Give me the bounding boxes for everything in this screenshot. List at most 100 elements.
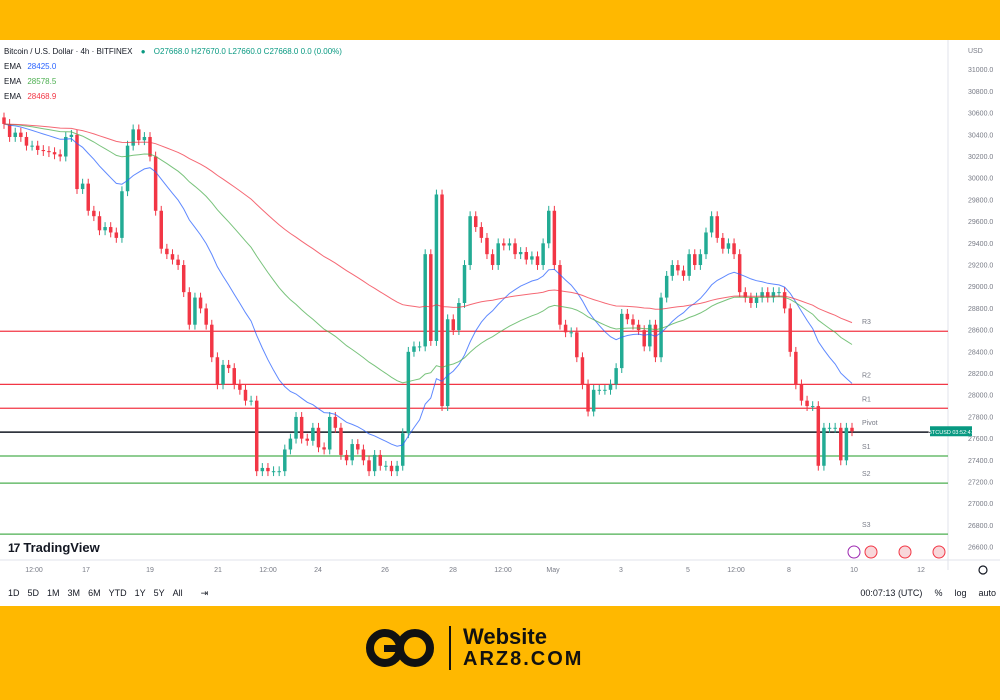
range-6m[interactable]: 6M — [88, 588, 101, 598]
candle-body[interactable] — [507, 243, 512, 246]
candle-body[interactable] — [283, 449, 287, 472]
candle-body[interactable] — [541, 243, 545, 266]
chart-canvas[interactable]: USD 26600.0 26800.0 27000.0 27200.0 27400.0 27… — [0, 40, 1000, 606]
candle-body[interactable] — [350, 444, 354, 461]
candle-body[interactable] — [490, 254, 495, 266]
candle-body[interactable] — [406, 351, 411, 434]
candle-body[interactable] — [743, 292, 748, 298]
candle-body[interactable] — [204, 308, 208, 325]
ema-legend-1[interactable]: EMA 28425.0 — [4, 62, 57, 71]
candle-body[interactable] — [378, 454, 383, 466]
candle-body[interactable] — [97, 216, 102, 231]
candle-body[interactable] — [833, 427, 837, 429]
candle-body[interactable] — [344, 454, 349, 461]
candle-body[interactable] — [535, 256, 540, 266]
candle-body[interactable] — [288, 438, 293, 450]
candle-body[interactable] — [52, 152, 57, 155]
candle-body[interactable] — [170, 254, 175, 260]
candle-body[interactable] — [580, 357, 585, 385]
candle-body[interactable] — [434, 194, 439, 341]
range-5y[interactable]: 5Y — [153, 588, 165, 598]
candle-body[interactable] — [844, 427, 849, 461]
candle-body[interactable] — [676, 265, 680, 271]
candle-body[interactable] — [749, 297, 753, 303]
candle-body[interactable] — [771, 292, 776, 298]
tradingview-logo[interactable]: 17 TradingView — [8, 540, 100, 555]
candle-body[interactable] — [530, 256, 534, 260]
candle-body[interactable] — [782, 292, 787, 309]
candle-body[interactable] — [19, 132, 23, 137]
ema-legend-2[interactable]: EMA 28578.5 — [4, 77, 57, 86]
candle-body[interactable] — [827, 427, 832, 429]
candle-body[interactable] — [271, 471, 276, 473]
candle-body[interactable] — [715, 216, 719, 238]
candle-body[interactable] — [726, 243, 731, 249]
auto-toggle[interactable]: auto — [978, 588, 996, 598]
candle-body[interactable] — [86, 183, 90, 211]
range-1y[interactable]: 1Y — [134, 588, 146, 598]
candle-body[interactable] — [810, 406, 815, 408]
candle-body[interactable] — [681, 270, 686, 276]
candle-body[interactable] — [114, 232, 119, 238]
candle-body[interactable] — [187, 292, 192, 325]
candle-body[interactable] — [670, 265, 675, 276]
candle-body[interactable] — [367, 460, 371, 472]
candle-body[interactable] — [429, 254, 433, 341]
candle-body[interactable] — [485, 237, 489, 255]
candle-body[interactable] — [148, 136, 152, 157]
range-1d[interactable]: 1D — [8, 588, 20, 598]
candle-body[interactable] — [221, 364, 225, 385]
candle-body[interactable] — [47, 151, 51, 153]
candle-body[interactable] — [69, 134, 74, 137]
candle-body[interactable] — [603, 389, 607, 391]
candle-body[interactable] — [625, 313, 630, 320]
candle-body[interactable] — [395, 465, 399, 472]
candle-body[interactable] — [299, 416, 304, 439]
us-flag-event-icon[interactable] — [898, 545, 912, 559]
candle-body[interactable] — [462, 265, 467, 303]
candle-body[interactable] — [754, 297, 759, 303]
candle-body[interactable] — [356, 444, 360, 450]
symbol-title[interactable]: Bitcoin / U.S. Dollar · 4h · BITFINEX — [4, 47, 133, 56]
candle-body[interactable] — [153, 156, 158, 211]
candle-body[interactable] — [339, 427, 343, 455]
candle-body[interactable] — [277, 471, 281, 473]
candle-body[interactable] — [445, 319, 450, 407]
candle-body[interactable] — [41, 150, 46, 152]
candle-body[interactable] — [473, 216, 478, 228]
candle-body[interactable] — [451, 319, 456, 331]
candle-body[interactable] — [131, 129, 135, 146]
candle-body[interactable] — [75, 134, 79, 190]
candle-body[interactable] — [502, 243, 506, 246]
candle-body[interactable] — [327, 416, 332, 450]
candle-body[interactable] — [547, 210, 551, 244]
candle-body[interactable] — [181, 265, 186, 293]
candle-body[interactable] — [108, 227, 113, 233]
candle-body[interactable] — [361, 449, 366, 461]
candle-body[interactable] — [322, 447, 326, 450]
candle-body[interactable] — [524, 252, 529, 260]
range-all[interactable]: All — [172, 588, 183, 598]
candle-body[interactable] — [614, 368, 618, 385]
range-1m[interactable]: 1M — [47, 588, 60, 598]
candle-body[interactable] — [586, 384, 590, 412]
candle-body[interactable] — [423, 254, 427, 347]
range-5d[interactable]: 5D — [27, 588, 40, 598]
candle-body[interactable] — [816, 406, 821, 466]
candle-body[interactable] — [389, 465, 394, 472]
candle-body[interactable] — [552, 210, 557, 266]
candle-body[interactable] — [92, 210, 96, 217]
candle-body[interactable] — [653, 324, 658, 358]
date-range-icon[interactable]: ⇥ — [200, 587, 209, 598]
range-3m[interactable]: 3M — [67, 588, 81, 598]
candle-body[interactable] — [839, 427, 843, 461]
candle-body[interactable] — [721, 237, 725, 249]
candle-body[interactable] — [226, 364, 231, 369]
candle-body[interactable] — [620, 313, 624, 369]
candle-body[interactable] — [2, 117, 6, 124]
candle-body[interactable] — [704, 232, 708, 255]
candle-body[interactable] — [575, 332, 579, 358]
ema-legend-3[interactable]: EMA 28468.9 — [4, 92, 57, 101]
candle-body[interactable] — [822, 427, 826, 466]
candle-body[interactable] — [636, 324, 641, 331]
